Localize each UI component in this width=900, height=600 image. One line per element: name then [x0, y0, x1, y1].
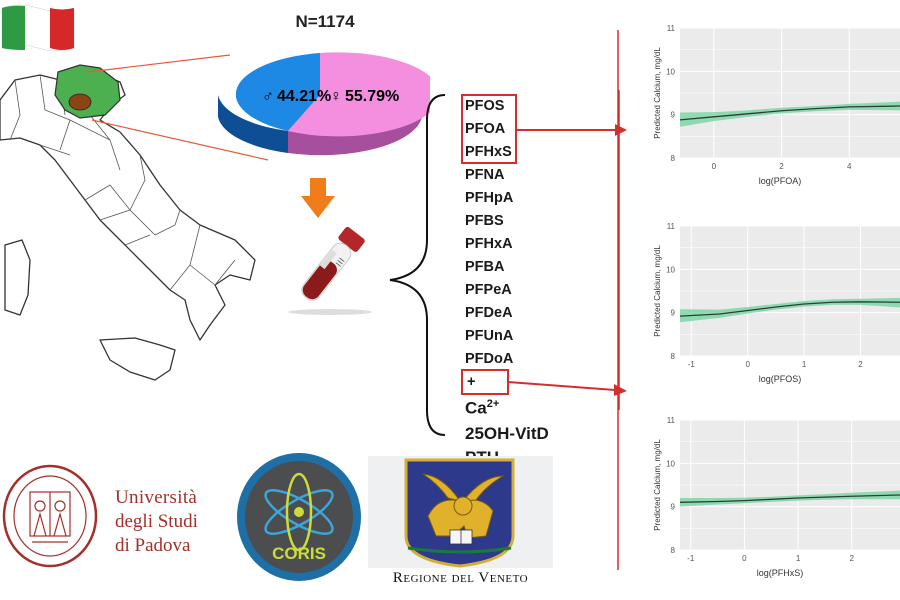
analyte-pfhxa: PFHxA [465, 236, 513, 252]
plus-sign: + [467, 374, 476, 390]
x-tick-label: 0 [742, 554, 747, 563]
analyte-calcium: Ca2+ [465, 398, 499, 419]
x-tick-label: 1 [802, 360, 807, 369]
y-tick-label: 11 [667, 222, 676, 231]
veneto-caption: Regione del Veneto [392, 570, 529, 586]
vertical-divider [617, 30, 619, 570]
y-axis-label: Predicted Calcium, mg/dL [653, 245, 662, 337]
chart-pfhxs-calcium: 8 9 10 11 -1 0 1 2 log(PFHxS) Predicted Calcium, … [653, 416, 900, 578]
padova-seal-logo [2, 464, 98, 568]
calcium-charge: 2+ [486, 398, 500, 410]
y-axis-label: Predicted Calcium, mg/dL [653, 47, 662, 139]
sex-distribution-pie: ♂ 44.21% ♀ 55.79% [218, 52, 430, 156]
x-tick-label: 1 [796, 554, 801, 563]
analyte-pfbs: PFBS [465, 213, 504, 229]
padova-name-line2: degli Studi [115, 511, 198, 532]
padova-name-line3: di Padova [115, 535, 191, 556]
y-tick-label: 11 [667, 416, 676, 425]
sample-size-label: N=1174 [295, 12, 355, 31]
italy-flag-icon [1, 4, 75, 52]
y-axis-label: Predicted Calcium, mg/dL [653, 439, 662, 531]
confidence-band [680, 297, 900, 323]
female-percent: 55.79% [345, 88, 399, 105]
male-percent: 44.21% [277, 88, 331, 105]
analyte-pfdoa: PFDoA [465, 351, 514, 367]
y-tick-label: 9 [671, 503, 676, 512]
chart-pfos-calcium: 8 9 10 11 -1 0 1 2 log(PFOS) Predicted Calcium, m… [653, 222, 900, 384]
fitted-line [679, 105, 900, 121]
y-tick-label: 8 [671, 154, 676, 163]
pie-side-male [218, 95, 288, 153]
fitted-line [679, 494, 900, 503]
y-tick-label: 8 [671, 352, 676, 361]
x-axis-label: log(PFOA) [759, 176, 802, 186]
blood-tube-icon [288, 226, 372, 315]
chart-pfoa-calcium: 8 9 10 11 0 2 4 log(PFOA) Predicted Calcium, mg/… [653, 24, 900, 186]
down-arrow-icon [301, 178, 335, 218]
y-tick-label: 9 [671, 111, 676, 120]
x-tick-label: -1 [687, 554, 695, 563]
analyte-pfhxs: PFHxS [465, 144, 512, 160]
italy-map [0, 64, 256, 381]
y-tick-label: 10 [666, 265, 675, 274]
sardinia [4, 239, 31, 316]
zoom-lines [87, 54, 269, 161]
pie-side-female [288, 95, 422, 156]
coris-logo: CORIS [237, 453, 361, 581]
y-tick-label: 10 [666, 459, 675, 468]
y-tick-label: 11 [667, 24, 676, 33]
x-tick-label: 4 [847, 162, 852, 171]
x-tick-label: -1 [688, 360, 696, 369]
grouping-brace [389, 94, 446, 436]
coris-logo-text: CORIS [272, 544, 326, 563]
x-axis-label: log(PFHxS) [757, 568, 804, 578]
calcium-base: Ca [465, 398, 487, 418]
pfas-highlight-box [461, 94, 517, 164]
y-tick-label: 9 [671, 309, 676, 318]
analyte-pfna: PFNA [465, 167, 505, 183]
padova-name-line1: Università [115, 487, 198, 508]
analyte-pfoa: PFOA [465, 121, 506, 137]
analyte-pfdea: PFDeA [465, 305, 513, 321]
male-symbol: ♂ [262, 88, 274, 105]
affected-area [68, 93, 92, 111]
analyte-vitamin-d: 25OH-VitD [465, 424, 549, 443]
y-tick-label: 8 [671, 546, 676, 555]
fitted-line [679, 301, 900, 317]
confidence-band [680, 101, 900, 127]
y-tick-label: 10 [666, 67, 675, 76]
veneto-lion-emblem [368, 456, 553, 568]
analyte-pfuna: PFUnA [465, 328, 514, 344]
analyte-pfba: PFBA [465, 259, 505, 275]
analyte-pfpea: PFPeA [465, 282, 512, 298]
x-tick-label: 0 [712, 162, 717, 171]
x-tick-label: 2 [849, 554, 854, 563]
highlight-arrows [461, 90, 627, 410]
analyte-pfos: PFOS [465, 98, 505, 114]
svg-text:♂44.21%: ♂ 44.21% [262, 88, 331, 105]
sicily [99, 337, 176, 381]
pie-slice-female [288, 52, 430, 137]
svg-text:♀55.79%: ♀ 55.79% [330, 88, 399, 105]
calcium-highlight-box [461, 369, 509, 395]
analyte-pfhpa: PFHpA [465, 190, 514, 206]
pie-slice-male [235, 53, 320, 131]
x-axis-label: log(PFOS) [759, 374, 802, 384]
x-tick-label: 2 [858, 360, 863, 369]
x-tick-label: 0 [745, 360, 750, 369]
female-symbol: ♀ [330, 88, 342, 105]
x-tick-label: 2 [779, 162, 784, 171]
